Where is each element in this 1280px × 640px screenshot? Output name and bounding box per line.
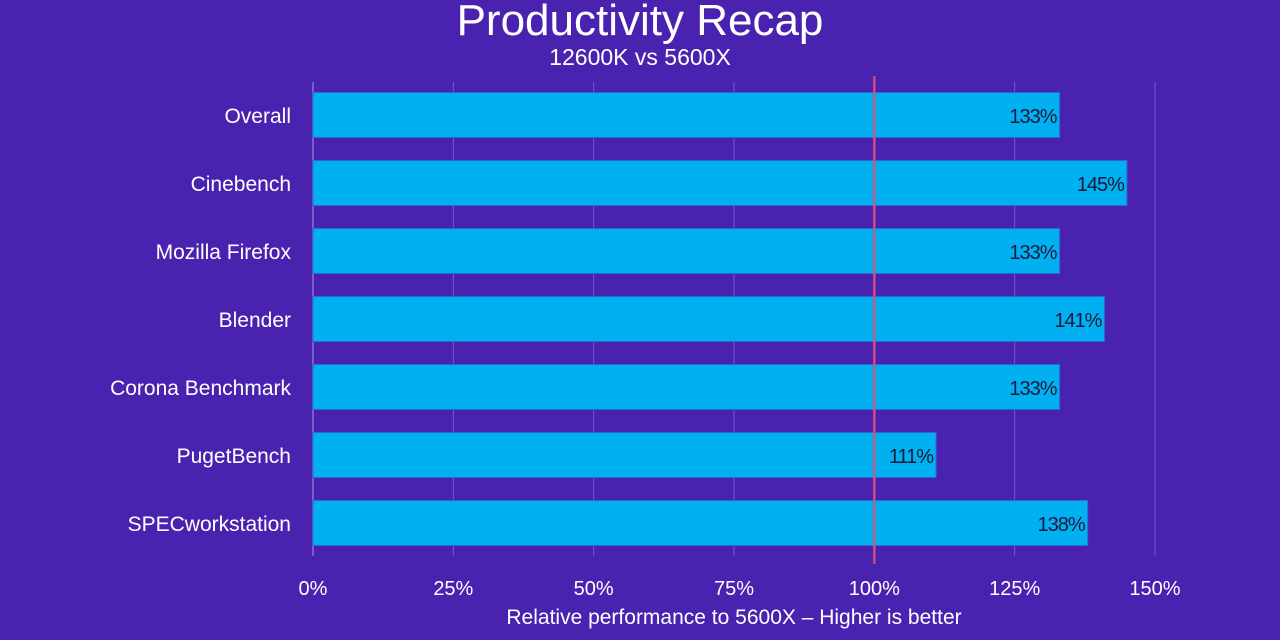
bar: [312, 296, 1105, 342]
value-label: 138%: [1037, 514, 1085, 536]
category-label: Cinebench: [191, 173, 291, 196]
value-label: 111%: [889, 446, 934, 468]
chart-subtitle: 12600K vs 5600X: [549, 44, 731, 70]
category-label: PugetBench: [177, 445, 291, 468]
x-tick-label: 25%: [433, 578, 473, 600]
category-label: Blender: [219, 309, 291, 332]
x-tick-label: 150%: [1129, 578, 1180, 600]
category-label: SPECworkstation: [128, 513, 291, 536]
value-label: 141%: [1054, 310, 1102, 332]
x-axis-label: Relative performance to 5600X – Higher i…: [506, 606, 962, 629]
bar: [312, 228, 1061, 274]
bar: [312, 500, 1089, 546]
category-label: Mozilla Firefox: [156, 241, 292, 264]
x-tick-label: 75%: [714, 578, 754, 600]
x-tick-label: 50%: [574, 578, 614, 600]
chart-title: Productivity Recap: [456, 0, 824, 45]
x-tick-label: 100%: [849, 578, 900, 600]
category-label: Overall: [224, 105, 291, 128]
bar: [312, 92, 1061, 138]
bar: [312, 160, 1128, 206]
value-label: 145%: [1077, 174, 1125, 196]
value-label: 133%: [1009, 378, 1057, 400]
x-tick-label: 125%: [989, 578, 1040, 600]
value-label: 133%: [1009, 106, 1057, 128]
x-tick-label: 0%: [299, 578, 328, 600]
bar: [312, 364, 1061, 410]
category-label: Corona Benchmark: [110, 377, 291, 400]
bar: [312, 432, 937, 478]
value-label: 133%: [1009, 242, 1057, 264]
